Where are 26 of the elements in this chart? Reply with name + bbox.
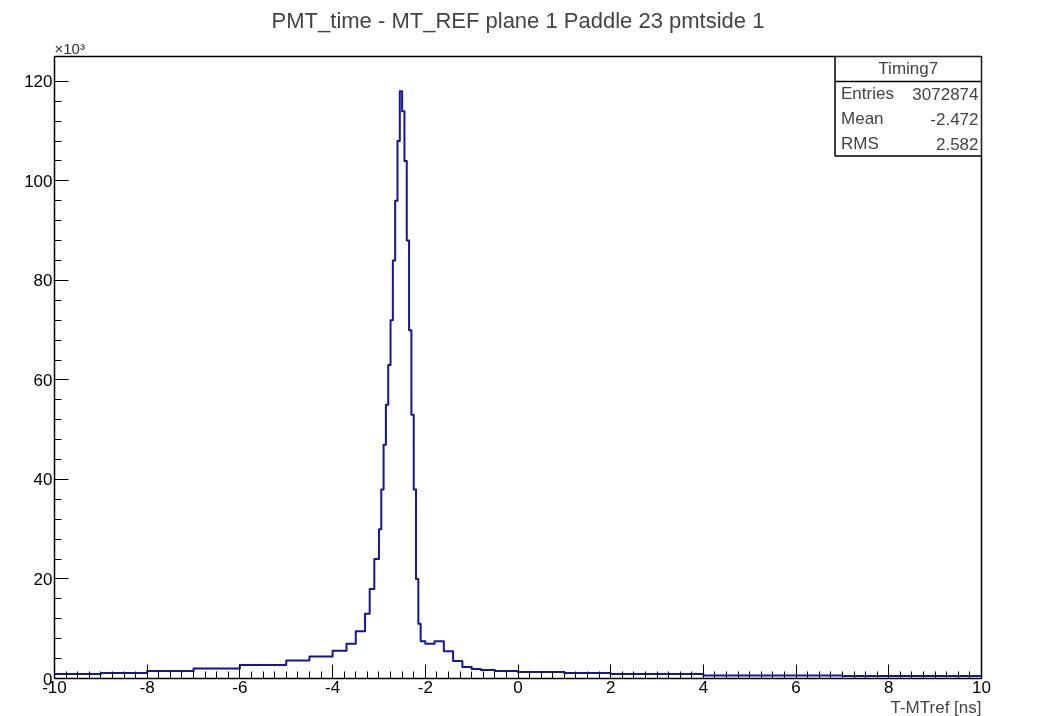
annotation: Timing7 xyxy=(878,59,939,79)
x-tick-label: -6 xyxy=(232,677,248,697)
y-tick-label: 40 xyxy=(33,470,53,490)
y-tick-label: 80 xyxy=(33,271,53,291)
x-tick-label: 8 xyxy=(884,677,894,697)
x-tick-label: 4 xyxy=(698,677,709,697)
annotation: 2.582 xyxy=(935,134,979,154)
x-axis-title: T-MTref [ns] xyxy=(890,697,982,716)
annotation: ×10³ xyxy=(54,39,85,57)
annotation: RMS xyxy=(841,134,879,154)
chart-title: PMT_time - MT_REF plane 1 Paddle 23 pmtside 1 xyxy=(271,7,765,33)
x-tick-label: -8 xyxy=(139,677,155,697)
annotation: 3072874 xyxy=(912,84,979,104)
x-tick-label: 2 xyxy=(605,677,616,697)
y-tick-label: 120 xyxy=(24,72,53,92)
y-tick-label: 20 xyxy=(33,569,53,589)
annotation: Mean xyxy=(841,109,884,129)
x-tick-label: 6 xyxy=(791,677,801,697)
x-tick-label: -2 xyxy=(417,677,433,697)
x-tick-label: 0 xyxy=(513,677,523,697)
y-tick-label: 100 xyxy=(24,171,53,191)
annotation: Entries xyxy=(841,84,894,104)
y-tick-label: 60 xyxy=(33,370,53,390)
annotation: -2.472 xyxy=(930,109,979,129)
x-tick-label: 10 xyxy=(972,677,991,697)
x-tick-label: -4 xyxy=(325,677,341,697)
